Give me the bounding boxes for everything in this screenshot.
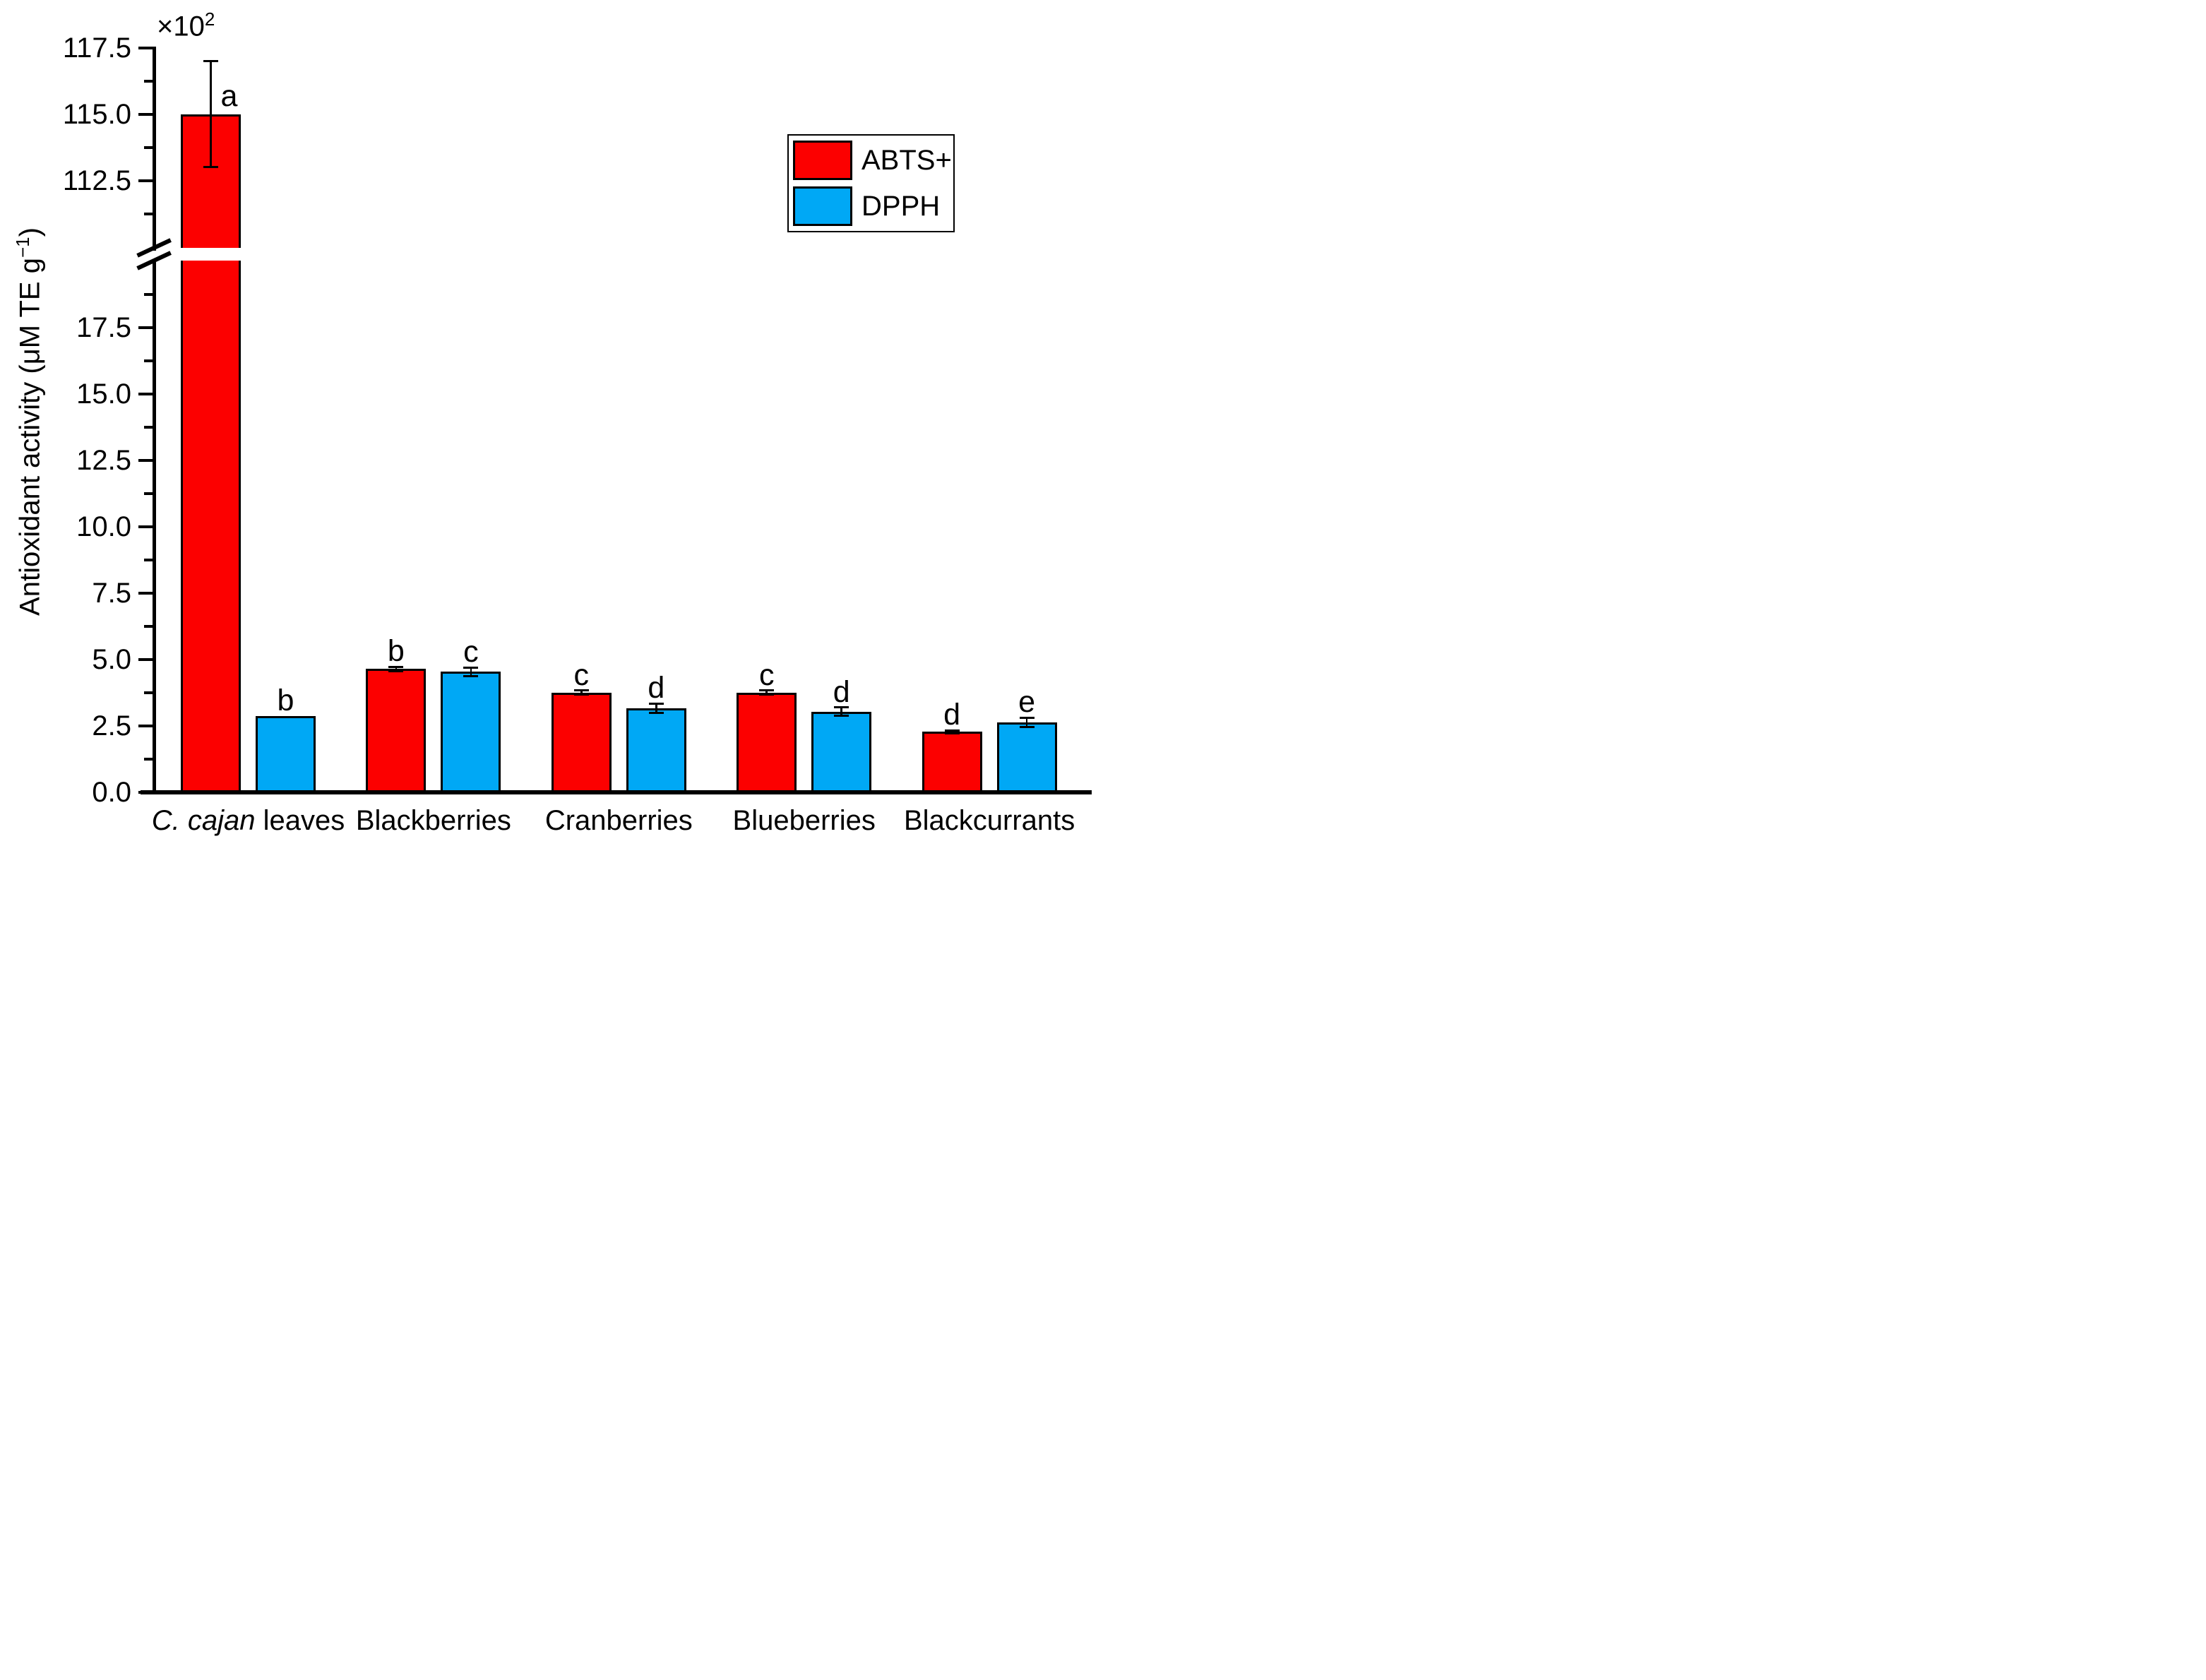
bar-abts-blackcurrants <box>922 732 982 794</box>
error-bar-cap-top <box>944 729 960 732</box>
y-minor-tick <box>143 757 153 761</box>
bar-abts-cranberries <box>551 692 612 794</box>
y-axis-lower-segment <box>152 260 156 794</box>
significance-letter: d <box>943 698 961 732</box>
y-axis-multiplier: ×102 <box>157 8 215 42</box>
error-bar-cap-bottom <box>388 669 404 672</box>
y-minor-tick <box>143 624 153 628</box>
error-bar-cap-bottom <box>203 166 218 169</box>
y-tick-label: 2.5 <box>92 710 131 741</box>
category-label-c.-cajan-leaves: C. cajan leaves <box>151 805 345 836</box>
error-bar-cap-top <box>203 59 218 62</box>
error-bar-cap-top <box>834 706 849 709</box>
error-bar-line <box>1025 717 1028 727</box>
bar-break-band <box>177 248 244 261</box>
y-minor-tick <box>143 691 153 694</box>
legend-swatch-dpph <box>793 186 852 226</box>
y-major-tick <box>138 724 153 727</box>
y-tick-label: 115.0 <box>62 98 131 130</box>
category-label-blueberries: Blueberries <box>732 805 876 836</box>
error-bar-line <box>395 667 398 672</box>
category-label-cranberries: Cranberries <box>544 805 693 836</box>
error-bar-line <box>950 730 953 734</box>
error-bar-cap-bottom <box>759 693 775 696</box>
y-minor-tick <box>143 359 153 362</box>
y-major-tick <box>138 112 153 116</box>
y-major-tick <box>138 525 153 528</box>
category-label-blackcurrants: Blackcurrants <box>903 805 1075 836</box>
y-major-tick <box>138 46 153 49</box>
y-minor-tick <box>143 145 153 149</box>
category-label-blackberries: Blackberries <box>355 805 511 836</box>
significance-letter: c <box>463 635 479 669</box>
y-tick-label: 15.0 <box>76 378 131 410</box>
error-bar-line <box>210 61 212 167</box>
plot-area: 0.0 2.5 5.0 7.5 10.0 12.5 15.0 17.5 112.5 115.0 11… <box>0 0 1103 840</box>
significance-letter: b <box>387 634 405 669</box>
error-bar-line <box>470 667 472 677</box>
y-tick-label: 112.5 <box>62 165 131 196</box>
y-tick-label: 5.0 <box>92 643 131 675</box>
significance-letter: d <box>648 671 665 705</box>
legend-swatch-abts <box>793 141 852 180</box>
error-bar-cap-bottom <box>463 674 479 677</box>
bar-dpph-c.-cajan-leaves <box>256 715 316 794</box>
y-minor-tick <box>143 492 153 495</box>
bar-dpph-blackberries <box>441 672 501 794</box>
bar-dpph-blackcurrants <box>996 722 1057 794</box>
error-bar-cap-top <box>573 689 589 692</box>
significance-letter: e <box>1018 685 1036 720</box>
y-major-tick <box>138 657 153 661</box>
error-bar-line <box>655 703 657 713</box>
y-tick-label: 7.5 <box>92 577 131 609</box>
bar-chart-figure: Antioxidant activity (μM TE g−1) ×102 AB… <box>0 0 1103 840</box>
bar-abts-c.-cajan-leaves <box>181 114 241 794</box>
legend-label-abts: ABTS+ <box>861 145 952 176</box>
bar-abts-blueberries <box>737 692 797 794</box>
bar-dpph-cranberries <box>626 708 686 794</box>
y-tick-label: 12.5 <box>76 444 131 476</box>
legend-label-dpph: DPPH <box>861 191 941 222</box>
y-minor-tick <box>143 79 153 83</box>
error-bar-cap-bottom <box>648 711 664 714</box>
error-bar-cap-top <box>1019 716 1035 719</box>
error-bar-cap-bottom <box>1019 725 1035 728</box>
y-minor-tick <box>143 558 153 561</box>
significance-letter: c <box>573 657 590 692</box>
error-bar-cap-bottom <box>944 732 960 734</box>
y-minor-tick <box>143 425 153 429</box>
y-minor-tick <box>143 292 153 296</box>
y-major-tick <box>138 326 153 329</box>
y-tick-label: 17.5 <box>76 311 131 343</box>
y-axis-upper-segment <box>152 46 156 251</box>
y-major-tick <box>138 179 153 182</box>
bar-abts-blackberries <box>366 669 427 794</box>
error-bar-line <box>765 690 768 695</box>
legend: ABTS+ DPPH <box>787 134 955 232</box>
y-tick-label: 0.0 <box>92 776 131 808</box>
y-tick-label: 117.5 <box>62 32 131 64</box>
significance-letter: a <box>220 79 238 113</box>
x-axis-line <box>141 790 1092 794</box>
y-major-tick <box>138 392 153 395</box>
error-bar-cap-top <box>463 666 479 669</box>
y-tick-label: 10.0 <box>76 511 131 542</box>
bar-dpph-blueberries <box>811 711 872 794</box>
error-bar-cap-bottom <box>834 715 849 717</box>
y-major-tick <box>138 458 153 462</box>
y-minor-tick <box>143 212 153 215</box>
error-bar-line <box>840 707 842 716</box>
error-bar-cap-bottom <box>573 693 589 696</box>
error-bar-cap-top <box>759 689 775 692</box>
y-major-tick <box>138 591 153 595</box>
significance-letter: d <box>833 674 850 709</box>
error-bar-cap-top <box>388 665 404 668</box>
error-bar-cap-top <box>648 702 664 705</box>
error-bar-line <box>580 690 583 695</box>
significance-letter: c <box>758 657 775 692</box>
significance-letter: b <box>277 683 294 717</box>
